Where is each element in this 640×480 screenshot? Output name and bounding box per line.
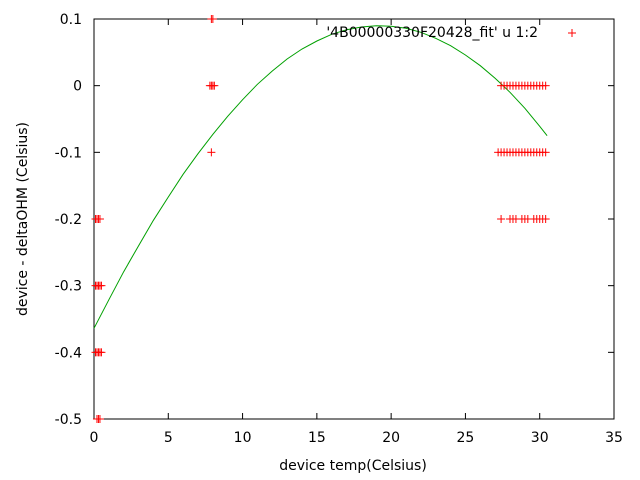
y-tick-label: 0.1 xyxy=(60,12,82,28)
data-point xyxy=(208,15,217,23)
y-tick-label: -0.4 xyxy=(55,345,82,361)
tick-labels: 0 5 10 15 20 25 30 35 0.1 0 -0.1 -0.2 -0.3 -0.4 -0.5 xyxy=(55,12,623,446)
y-tick-label: -0.3 xyxy=(55,279,82,295)
data-point xyxy=(541,81,550,90)
x-tick-label: 0 xyxy=(90,430,99,446)
x-tick-label: 20 xyxy=(382,430,400,446)
data-point xyxy=(97,281,106,290)
x-tick-label: 30 xyxy=(531,430,549,446)
x-tick-label: 25 xyxy=(457,430,475,446)
data-point xyxy=(95,415,104,423)
fit-curve-layer xyxy=(93,25,548,329)
scatter-points-layer xyxy=(91,15,550,423)
legend-label: '4B00000330F20428_fit' u 1:2 xyxy=(326,25,538,41)
legend-marker-plus xyxy=(568,29,576,37)
data-point xyxy=(97,348,106,357)
legend: '4B00000330F20428_fit' u 1:2 xyxy=(326,25,576,41)
x-tick-label: 5 xyxy=(164,430,173,446)
fit-curve xyxy=(93,25,548,329)
x-tick-label: 35 xyxy=(605,430,623,446)
y-tick-label: -0.1 xyxy=(55,145,82,161)
x-axis-label: device temp(Celsius) xyxy=(279,458,427,474)
y-axis-label: device - deltaOHM (Celsius) xyxy=(15,122,31,316)
data-point xyxy=(541,215,550,223)
data-point xyxy=(207,148,216,157)
y-tick-label: -0.2 xyxy=(55,212,82,228)
data-point xyxy=(210,81,219,90)
data-point xyxy=(95,215,104,223)
x-tick-label: 15 xyxy=(308,430,326,446)
y-tick-label: -0.5 xyxy=(55,412,82,428)
legend-marker xyxy=(568,29,576,37)
x-tick-label: 10 xyxy=(234,430,252,446)
data-point xyxy=(497,215,506,223)
y-tick-label: 0 xyxy=(73,79,82,95)
data-point xyxy=(541,148,550,157)
